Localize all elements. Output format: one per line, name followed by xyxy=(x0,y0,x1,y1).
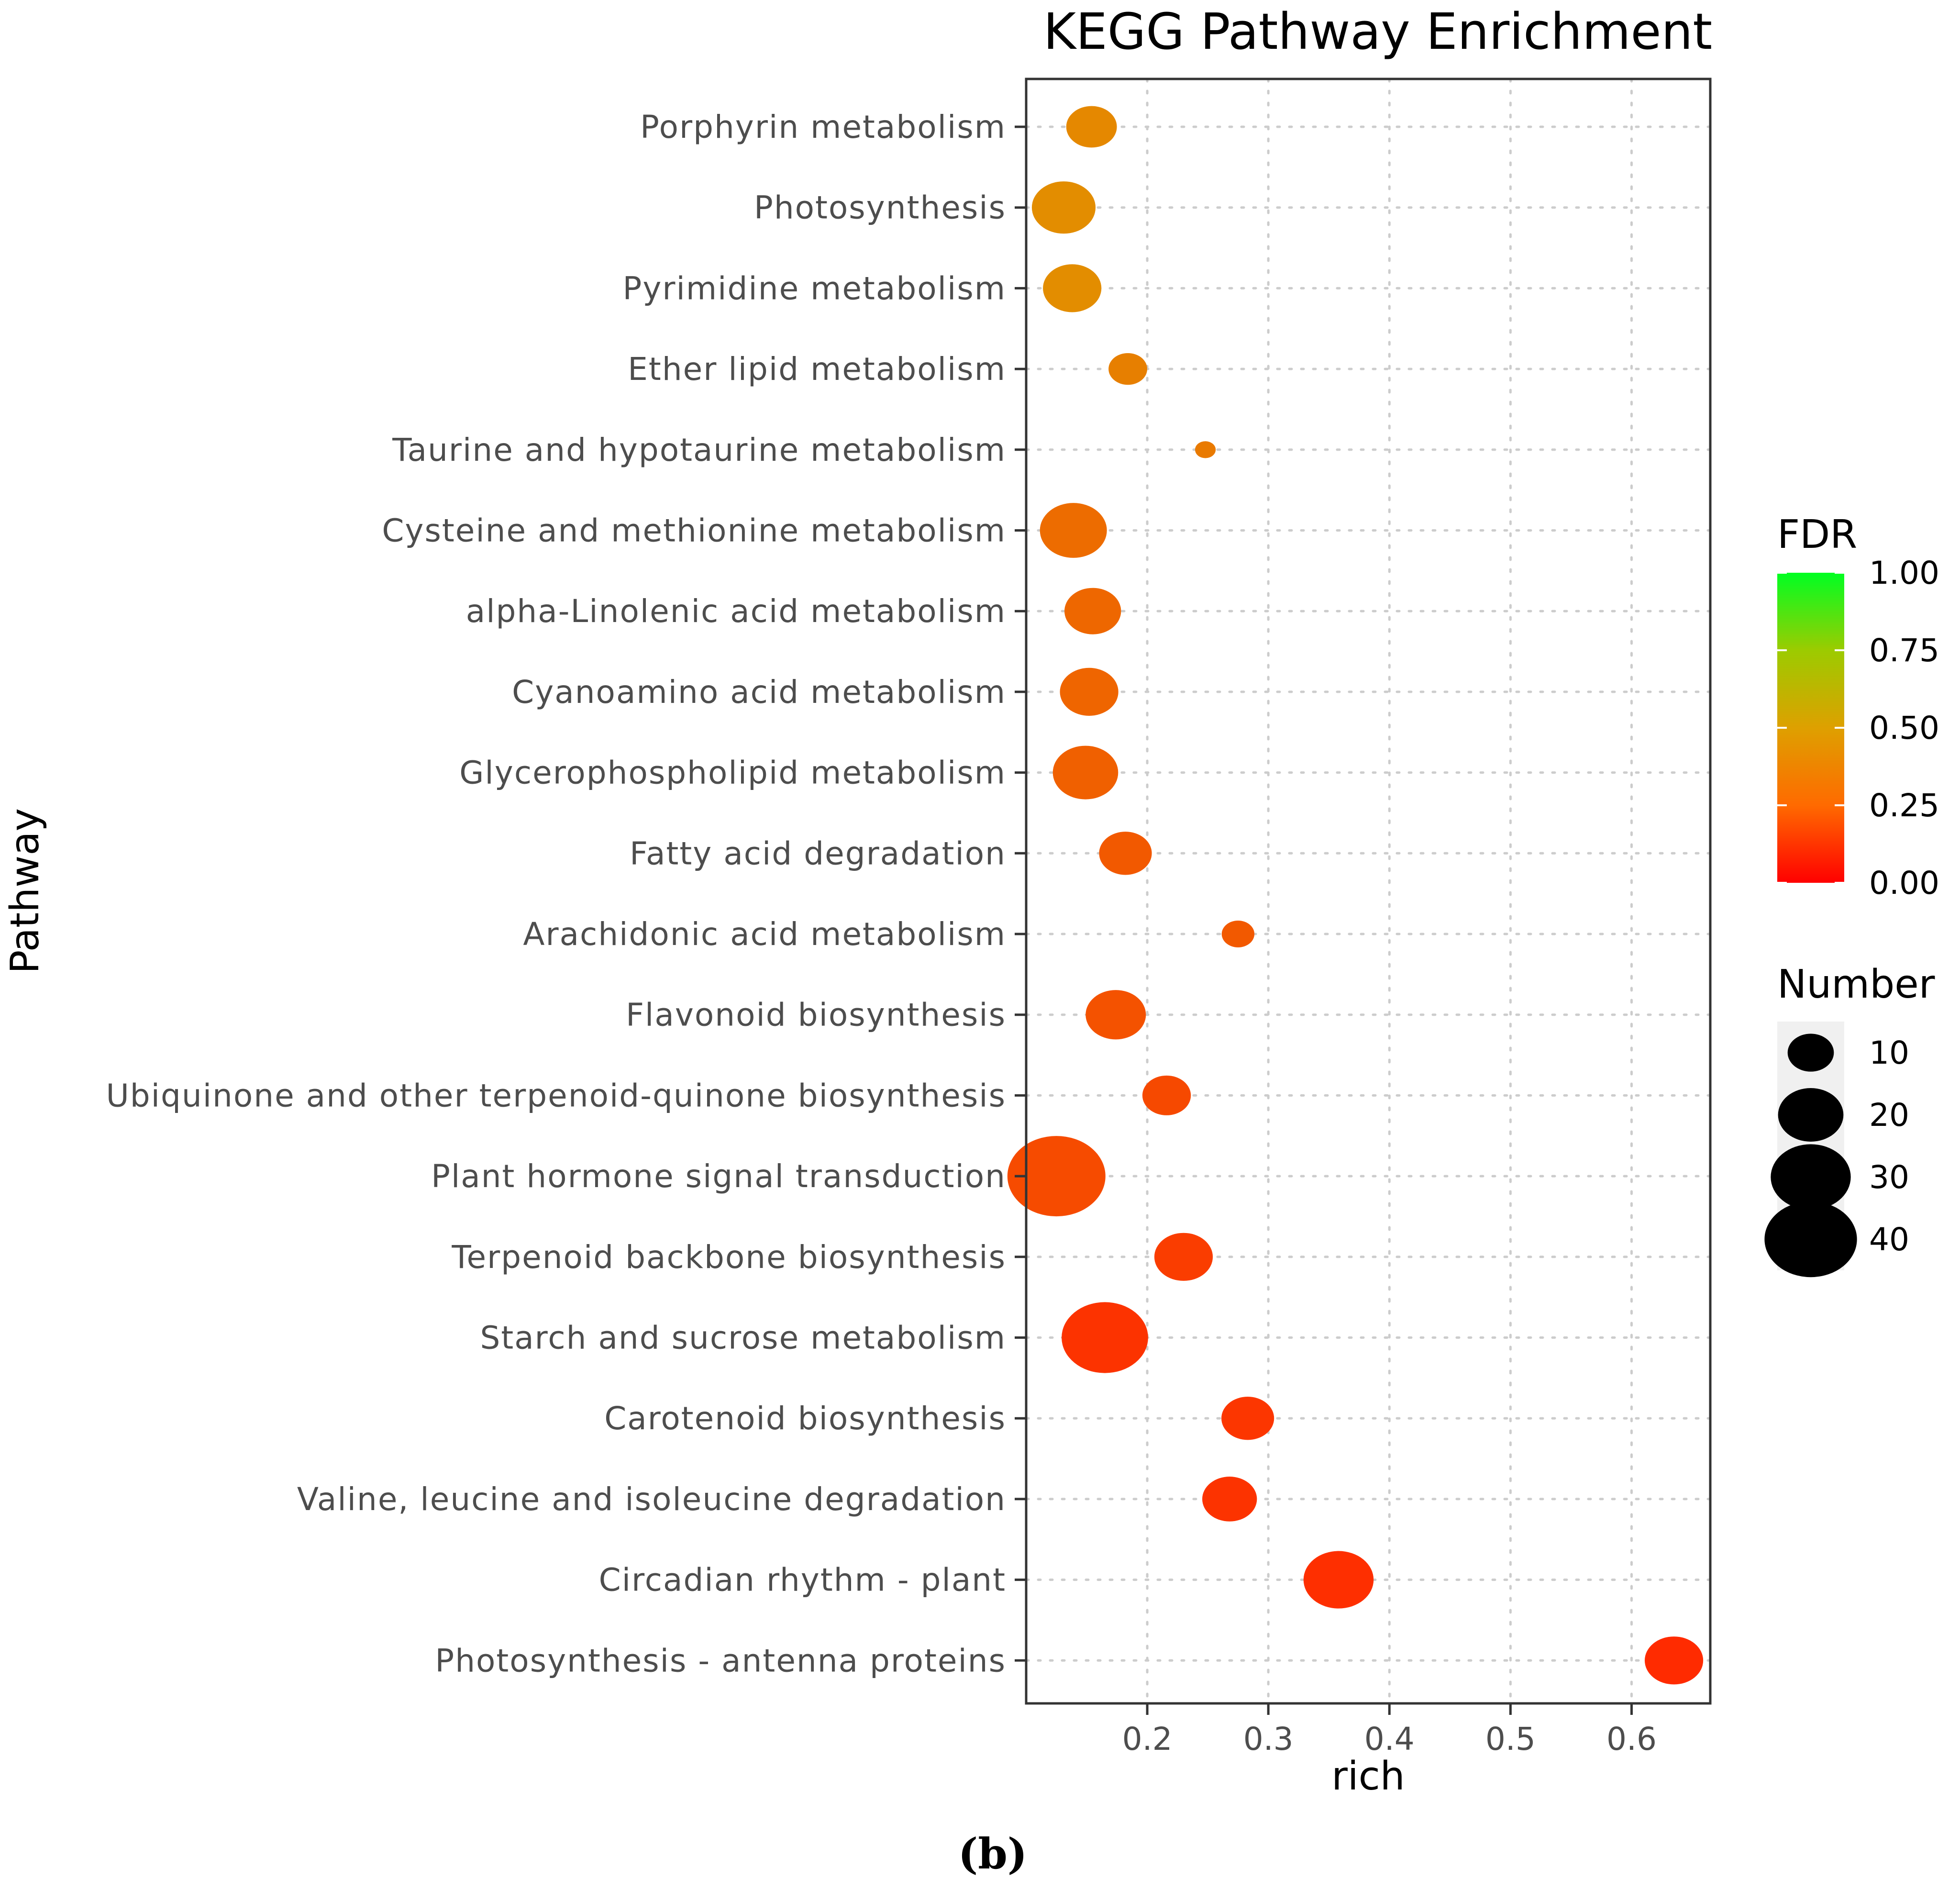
y-tick-label: Terpenoid backbone biosynthesis xyxy=(451,1239,1006,1276)
data-point xyxy=(1221,921,1255,947)
data-point xyxy=(1644,1636,1704,1685)
plot-panel-border xyxy=(1025,78,1712,1705)
x-axis-ticks: 0.2 0.3 0.4 0.5 0.6 xyxy=(1122,1703,1657,1757)
fdr-tick-label: 0.50 xyxy=(1869,710,1939,746)
y-tick-label: Cysteine and methionine metabolism xyxy=(382,512,1006,549)
number-legend-dot xyxy=(1787,1034,1834,1072)
x-axis-label: rich xyxy=(1331,1754,1405,1799)
y-tick-label: Photosynthesis - antenna proteins xyxy=(435,1642,1006,1679)
y-tick-label: alpha-Linolenic acid metabolism xyxy=(466,593,1006,630)
data-point xyxy=(1085,990,1146,1040)
data-point xyxy=(1007,1136,1106,1217)
data-point xyxy=(1031,181,1096,234)
x-tick-label: 0.4 xyxy=(1364,1721,1415,1757)
fdr-tick-label: 0.25 xyxy=(1869,787,1939,824)
x-tick-label: 0.5 xyxy=(1485,1721,1536,1757)
data-point xyxy=(1099,832,1152,875)
fdr-tick-label: 0.75 xyxy=(1869,632,1939,669)
y-tick-label: Taurine and hypotaurine metabolism xyxy=(392,432,1006,468)
y-tick-label: Fatty acid degradation xyxy=(630,835,1006,872)
data-point xyxy=(1060,667,1118,716)
data-point xyxy=(1154,1233,1213,1281)
y-tick-label: Photosynthesis xyxy=(754,189,1006,226)
y-tick-label: Cyanoamino acid metabolism xyxy=(512,674,1006,711)
number-legend-dot xyxy=(1771,1144,1851,1210)
data-point xyxy=(1040,503,1107,558)
data-point xyxy=(1195,441,1216,458)
y-tick-label: Glycerophospholipid metabolism xyxy=(459,755,1006,791)
fdr-legend-title: FDR xyxy=(1777,512,1857,557)
y-tick-label: Circadian rhythm - plant xyxy=(599,1562,1006,1599)
y-tick-label: Carotenoid biosynthesis xyxy=(604,1400,1006,1437)
y-tick-label: Pyrimidine metabolism xyxy=(623,270,1006,307)
fdr-tick-label: 1.00 xyxy=(1869,555,1939,591)
number-legend-dot xyxy=(1778,1088,1844,1142)
fdr-legend-ticks: 1.00 0.75 0.50 0.25 0.00 xyxy=(1777,555,1939,901)
x-tick-label: 0.2 xyxy=(1122,1721,1173,1757)
number-legend-keys: 10 20 30 40 xyxy=(1764,1034,1909,1278)
panel-label: (b) xyxy=(958,1829,1028,1879)
number-legend-label: 40 xyxy=(1869,1221,1909,1258)
y-tick-label: Porphyrin metabolism xyxy=(640,109,1006,145)
x-tick-label: 0.6 xyxy=(1606,1721,1657,1757)
y-tick-label: Starch and sucrose metabolism xyxy=(480,1320,1006,1356)
number-legend-label: 10 xyxy=(1869,1034,1909,1071)
data-point xyxy=(1052,745,1118,800)
data-point xyxy=(1062,1302,1148,1373)
y-axis-ticks: Porphyrin metabolism Photosynthesis Pyrimi… xyxy=(106,109,1026,1679)
y-tick-label: Ubiquinone and other terpenoid-quinone b… xyxy=(106,1077,1006,1114)
data-point xyxy=(1064,588,1121,634)
y-axis-label: Pathway xyxy=(2,808,48,974)
data-point xyxy=(1221,1397,1274,1440)
fdr-colorbar xyxy=(1777,573,1844,883)
fdr-tick-label: 0.00 xyxy=(1869,865,1939,901)
data-point xyxy=(1303,1551,1374,1609)
data-point xyxy=(1066,106,1117,148)
y-tick-label: Flavonoid biosynthesis xyxy=(626,997,1006,1034)
number-legend-dot xyxy=(1764,1201,1857,1278)
chart-title: KEGG Pathway Enrichment xyxy=(1043,2,1712,61)
grid-lines xyxy=(1025,78,1712,1705)
y-tick-label: Ether lipid metabolism xyxy=(628,351,1006,388)
number-legend-label: 30 xyxy=(1869,1159,1909,1196)
data-point xyxy=(1108,353,1148,385)
y-tick-label: Arachidonic acid metabolism xyxy=(523,916,1006,953)
number-legend-label: 20 xyxy=(1869,1097,1909,1134)
y-tick-label: Valine, leucine and isoleucine degradati… xyxy=(297,1481,1006,1518)
y-tick-label: Plant hormone signal transduction xyxy=(431,1158,1006,1195)
x-tick-label: 0.3 xyxy=(1243,1721,1294,1757)
data-point xyxy=(1043,264,1102,312)
number-legend-title: Number xyxy=(1777,962,1935,1007)
data-point xyxy=(1142,1075,1191,1115)
data-points xyxy=(1007,106,1704,1685)
data-point xyxy=(1202,1477,1257,1522)
